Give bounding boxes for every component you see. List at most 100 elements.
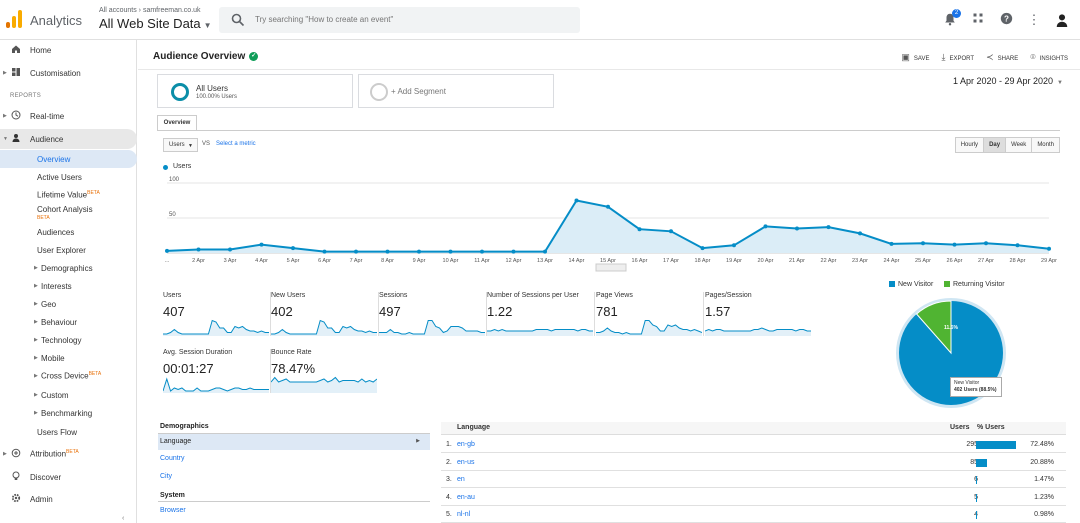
data-point[interactable] [165,248,169,253]
sidebar-item-users-flow[interactable]: Users Flow [0,423,137,441]
language-link[interactable]: en-au [457,493,475,501]
sidebar-item-discover[interactable]: Discover [0,467,137,487]
data-point[interactable] [322,249,327,254]
data-point[interactable] [732,243,736,248]
metric-tile[interactable]: Users 407 [163,292,271,338]
data-point[interactable] [858,231,862,236]
data-point[interactable] [795,226,799,231]
sidebar-item-overview[interactable]: Overview [0,150,137,168]
metric-tile[interactable]: Number of Sessions per User 1.22 [487,292,595,338]
more-vert-icon[interactable]: ⋮ [1027,12,1041,27]
data-point[interactable] [480,249,484,254]
metric-tile[interactable]: New Users 402 [271,292,379,338]
granularity-hourly-button[interactable]: Hourly [954,137,985,153]
data-point[interactable] [700,246,705,251]
sidebar-item-attribution[interactable]: ▶ AttributionBETA [0,444,137,464]
sidebar-item-active-users[interactable]: Active Users [0,168,137,186]
granularity-month-button[interactable]: Month [1031,137,1060,153]
data-point[interactable] [354,249,358,254]
data-point[interactable] [763,224,768,229]
sidebar-item-audience[interactable]: ▼ Audience [0,129,137,149]
granularity-week-button[interactable]: Week [1005,137,1033,153]
sidebar-item-admin[interactable]: Admin [0,489,137,509]
data-point[interactable] [259,242,264,247]
sidebar-item-label: Discover [30,472,62,482]
data-point[interactable] [291,246,295,251]
export-button[interactable]: ⤓ EXPORT [941,52,974,63]
sidebar-item-benchmarking[interactable]: ▶ Benchmarking [0,404,137,422]
metric-tile[interactable]: Bounce Rate 78.47% [271,349,379,395]
share-button[interactable]: ≺ SHARE [986,52,1018,63]
search-input[interactable]: Try searching "How to create an event" [219,7,580,33]
x-tick-label: 8 Apr [381,258,394,264]
data-point[interactable] [669,229,673,234]
metric-value: 78.47% [271,361,316,376]
avatar[interactable] [1054,12,1070,28]
language-link[interactable]: en [457,476,465,483]
data-point[interactable] [448,249,453,254]
sidebar-item-user-explorer[interactable]: User Explorer [0,241,137,259]
metric-label: Page Views [596,292,633,299]
metric-tile[interactable]: Avg. Session Duration 00:01:27 [163,349,271,395]
language-link[interactable]: nl-nl [457,511,471,518]
sidebar-item-audiences[interactable]: Audiences [0,223,137,241]
apps-grid-icon[interactable] [970,12,986,28]
sidebar-item-home[interactable]: Home [0,40,137,60]
sidebar-item-lifetime-value[interactable]: Lifetime ValueBETA [0,186,137,204]
add-segment-button[interactable]: + Add Segment [358,74,554,108]
data-point[interactable] [228,247,232,252]
data-point[interactable] [385,249,390,254]
sparkline-line [379,320,485,335]
segment-all-users[interactable]: All Users 100.00% Users [157,74,353,108]
demographics-item-language[interactable]: Language ▶ [158,434,430,450]
sidebar-item-behaviour[interactable]: ▶ Behaviour [0,313,137,331]
metric-tile[interactable]: Page Views 781 [596,292,704,338]
sidebar-item-customisation[interactable]: ▶ Customisation [0,63,137,83]
sidebar-item-realtime[interactable]: ▶ Real-time [0,106,137,126]
select-metric-link[interactable]: Select a metric [216,141,256,147]
data-point[interactable] [511,249,516,254]
sidebar-item-geo[interactable]: ▶ Geo [0,295,137,313]
chart-resize-handle[interactable] [595,263,627,272]
data-point[interactable] [826,225,831,230]
data-point[interactable] [889,241,894,246]
metric-tile[interactable]: Pages/Session 1.57 [705,292,813,338]
data-point[interactable] [952,242,957,247]
granularity-day-button[interactable]: Day [983,137,1007,153]
col-language: Language [457,424,491,431]
data-point[interactable] [574,198,579,203]
demographics-item-city[interactable]: City [160,473,173,480]
sidebar-item-mobile[interactable]: ▶ Mobile [0,349,137,367]
account-breadcrumb[interactable]: All accounts › samfreeman.co.uk [99,7,201,14]
sidebar-item-custom[interactable]: ▶ Custom [0,386,137,404]
data-point[interactable] [417,249,421,254]
language-link[interactable]: en-us [457,458,475,466]
data-point[interactable] [606,204,610,209]
sidebar-item-interests[interactable]: ▶ Interests [0,277,137,295]
sidebar-item-cross-device[interactable]: ▶ Cross DeviceBETA [0,367,137,385]
data-point[interactable] [196,247,201,252]
data-point[interactable] [921,241,925,246]
help-icon[interactable]: ? [998,12,1014,28]
metric-tile[interactable]: Sessions 497 [379,292,487,338]
insights-button[interactable]: ⌾ INSIGHTS [1030,52,1068,63]
tab-overview[interactable]: Overview [157,115,197,131]
data-point[interactable] [1047,246,1051,251]
save-button[interactable]: ▣ SAVE [901,52,929,63]
data-point[interactable] [984,241,988,246]
metric-dropdown[interactable]: Users ▼ [163,138,198,152]
date-range-picker[interactable]: 1 Apr 2020 - 29 Apr 2020 ▼ [953,76,1063,86]
analytics-logo-icon[interactable] [6,10,22,28]
data-point[interactable] [543,249,547,254]
demographics-item-country[interactable]: Country [160,455,185,462]
view-selector[interactable]: All Web Site Data ▼ [99,16,212,31]
data-point[interactable] [1015,243,1020,248]
sidebar-item-cohort-analysis[interactable]: Cohort Analysis BETA [0,204,137,226]
collapse-sidebar-icon[interactable]: ‹ [122,515,125,522]
sidebar-item-demographics[interactable]: ▶ Demographics [0,259,137,277]
sidebar-item-technology[interactable]: ▶ Technology [0,331,137,349]
system-item-browser[interactable]: Browser [160,507,186,514]
notifications-bell-icon[interactable]: 2 [942,9,961,28]
data-point[interactable] [637,227,642,232]
language-link[interactable]: en-gb [457,441,475,448]
